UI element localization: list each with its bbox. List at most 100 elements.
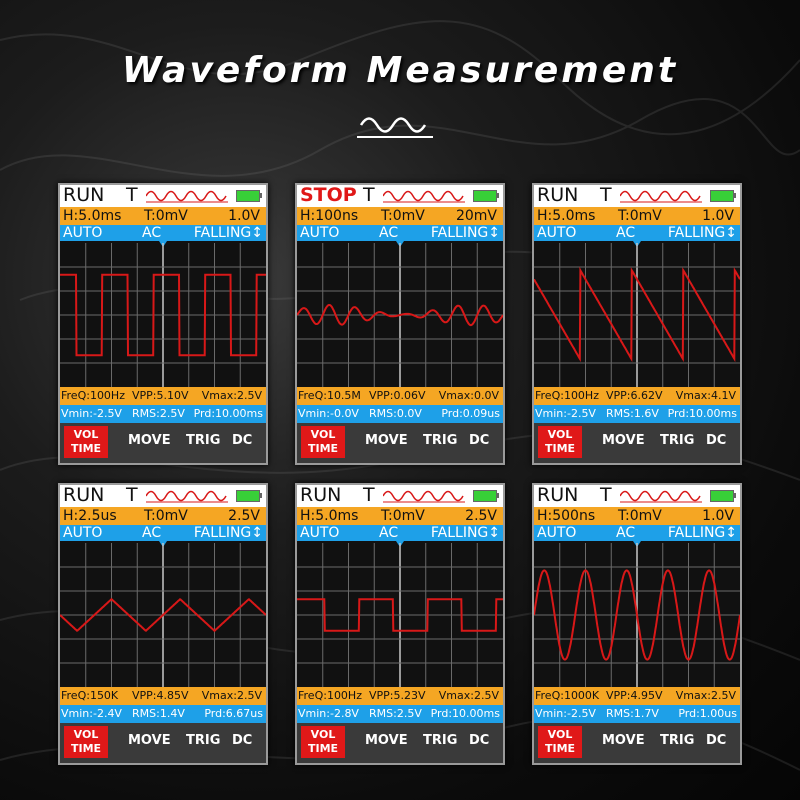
vol-time-button[interactable]: VOL TIME	[301, 726, 345, 758]
timebase-value: H:5.0ms	[300, 508, 359, 524]
measure-bar-1: FreQ:100Hz VPP:5.10V Vmax:2.5V	[60, 387, 266, 405]
waveform-trace	[297, 304, 503, 327]
trigger-level: T:0mV	[381, 508, 425, 524]
dc-button[interactable]: DC	[706, 733, 727, 748]
rms-readout: RMS:2.5V	[132, 407, 185, 420]
volt-div: 2.5V	[465, 508, 497, 524]
waveform-plot	[297, 543, 503, 687]
measure-bar-1: FreQ:10.5M VPP:0.06V Vmax:0.0V	[297, 387, 503, 405]
battery-tip-icon	[259, 193, 262, 198]
move-button[interactable]: MOVE	[365, 433, 408, 448]
vpp-readout: VPP:4.85V	[132, 689, 189, 702]
vol-time-button[interactable]: VOL TIME	[301, 426, 345, 458]
volt-div: 1.0V	[702, 508, 734, 524]
waveform-plot	[534, 243, 740, 387]
mode-bar: AUTO AC FALLING↕	[297, 525, 503, 541]
time-label: TIME	[70, 742, 102, 755]
battery-icon	[473, 490, 497, 502]
vol-time-button[interactable]: VOL TIME	[538, 426, 582, 458]
trigger-level: T:0mV	[144, 508, 188, 524]
frequency-readout: FreQ:10.5M	[298, 389, 361, 402]
dc-button[interactable]: DC	[706, 433, 727, 448]
vol-time-button[interactable]: VOL TIME	[64, 726, 108, 758]
trigger-mode: AUTO	[63, 225, 103, 241]
vmax-readout: Vmax:2.5V	[201, 689, 262, 702]
measure-bar-1: FreQ:150K VPP:4.85V Vmax:2.5V	[60, 687, 266, 705]
trig-button[interactable]: TRIG	[660, 733, 695, 748]
timebase-value: H:100ns	[300, 208, 359, 224]
trig-button[interactable]: TRIG	[186, 433, 221, 448]
time-label: TIME	[544, 742, 576, 755]
dc-button[interactable]: DC	[232, 733, 253, 748]
vpp-readout: VPP:5.23V	[369, 689, 426, 702]
dc-button[interactable]: DC	[469, 433, 490, 448]
status-bar: RUN T	[534, 184, 740, 207]
dc-button[interactable]: DC	[469, 733, 490, 748]
mini-wave-icon	[383, 490, 465, 503]
move-button[interactable]: MOVE	[602, 433, 645, 448]
timebase-bar: H:5.0ms T:0mV 1.0V	[60, 207, 266, 225]
period-readout: Prd:10.00ms	[430, 707, 500, 720]
waveform-plot	[534, 543, 740, 687]
measure-bar-2: Vmin:-2.5V RMS:1.6V Prd:10.00ms	[534, 405, 740, 423]
move-button[interactable]: MOVE	[128, 433, 171, 448]
vmin-readout: Vmin:-2.5V	[535, 707, 596, 720]
trigger-mode: AUTO	[537, 525, 577, 541]
battery-icon	[473, 190, 497, 202]
volt-div: 1.0V	[228, 208, 260, 224]
vpp-readout: VPP:5.10V	[132, 389, 189, 402]
timebase-bar: H:5.0ms T:0mV 2.5V	[297, 507, 503, 525]
rms-readout: RMS:1.4V	[132, 707, 185, 720]
vol-label: VOL	[73, 428, 99, 441]
volt-div: 1.0V	[702, 208, 734, 224]
trigger-mode: AUTO	[300, 225, 340, 241]
frequency-readout: FreQ:100Hz	[535, 389, 599, 402]
softkey-menu: VOL TIME MOVE TRIG DC	[297, 723, 503, 763]
timebase-value: H:5.0ms	[537, 208, 596, 224]
move-button[interactable]: MOVE	[365, 733, 408, 748]
measure-bar-1: FreQ:100Hz VPP:6.62V Vmax:4.1V	[534, 387, 740, 405]
trigger-edge: FALLING↕	[667, 525, 737, 541]
battery-icon	[236, 190, 260, 202]
mini-wave-icon	[383, 190, 465, 203]
trigger-letter: T	[363, 184, 375, 206]
mini-wave-icon	[146, 490, 228, 503]
trigger-edge: FALLING↕	[193, 525, 263, 541]
vol-time-button[interactable]: VOL TIME	[64, 426, 108, 458]
trigger-letter: T	[600, 484, 612, 506]
time-label: TIME	[70, 442, 102, 455]
waveform-plot	[297, 243, 503, 387]
softkey-menu: VOL TIME MOVE TRIG DC	[297, 423, 503, 463]
trigger-letter: T	[126, 184, 138, 206]
waveform-plot	[60, 243, 266, 387]
waveform-trace	[60, 273, 266, 357]
waveform-icon	[357, 117, 433, 138]
trig-button[interactable]: TRIG	[186, 733, 221, 748]
trigger-mode: AUTO	[537, 225, 577, 241]
trigger-edge: FALLING↕	[667, 225, 737, 241]
battery-tip-icon	[733, 193, 736, 198]
run-status: RUN	[63, 484, 105, 506]
vmin-readout: Vmin:-0.0V	[298, 407, 359, 420]
trigger-level: T:0mV	[618, 208, 662, 224]
trig-button[interactable]: TRIG	[660, 433, 695, 448]
vol-label: VOL	[310, 428, 336, 441]
trigger-letter: T	[126, 484, 138, 506]
trigger-edge: FALLING↕	[430, 525, 500, 541]
trigger-mode: AUTO	[300, 525, 340, 541]
move-button[interactable]: MOVE	[128, 733, 171, 748]
move-button[interactable]: MOVE	[602, 733, 645, 748]
vmin-readout: Vmin:-2.8V	[298, 707, 359, 720]
run-status: RUN	[537, 484, 579, 506]
mode-bar: AUTO AC FALLING↕	[60, 525, 266, 541]
trig-button[interactable]: TRIG	[423, 733, 458, 748]
trig-button[interactable]: TRIG	[423, 433, 458, 448]
softkey-menu: VOL TIME MOVE TRIG DC	[534, 723, 740, 763]
waveform-trace	[60, 597, 266, 633]
softkey-menu: VOL TIME MOVE TRIG DC	[534, 423, 740, 463]
oscilloscope-screen: RUN T H:2.5us T:0mV 2.5V AUTO AC FALLING…	[58, 483, 268, 765]
vol-time-button[interactable]: VOL TIME	[538, 726, 582, 758]
trigger-mode: AUTO	[63, 525, 103, 541]
dc-button[interactable]: DC	[232, 433, 253, 448]
oscilloscope-screen: RUN T H:500ns T:0mV 1.0V AUTO AC FALLING…	[532, 483, 742, 765]
